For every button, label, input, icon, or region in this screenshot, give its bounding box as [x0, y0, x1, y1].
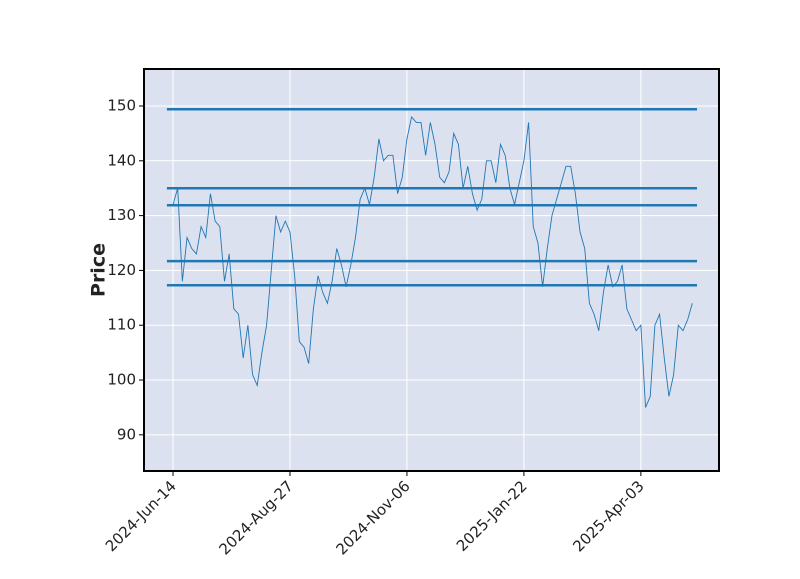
x-tick-label: 2024-Nov-06: [332, 477, 413, 558]
y-tick-label: 100: [107, 371, 136, 389]
x-tick-label: 2025-Jan-22: [453, 477, 531, 555]
y-tick-label: 150: [107, 96, 136, 114]
y-axis-label: Price: [88, 243, 110, 297]
price-line: [172, 115, 693, 408]
y-tick-label: 90: [117, 425, 136, 443]
y-tick-label: 130: [107, 206, 136, 224]
x-tick-label: 2024-Aug-27: [215, 477, 296, 558]
x-tick-label: 2024-Jun-14: [102, 477, 180, 555]
x-tick-label: 2025-Apr-03: [569, 477, 647, 555]
marks: [166, 108, 698, 408]
y-tick-label: 110: [107, 316, 136, 334]
y-tick-label: 140: [107, 151, 136, 169]
y-tick-label: 120: [107, 261, 136, 279]
